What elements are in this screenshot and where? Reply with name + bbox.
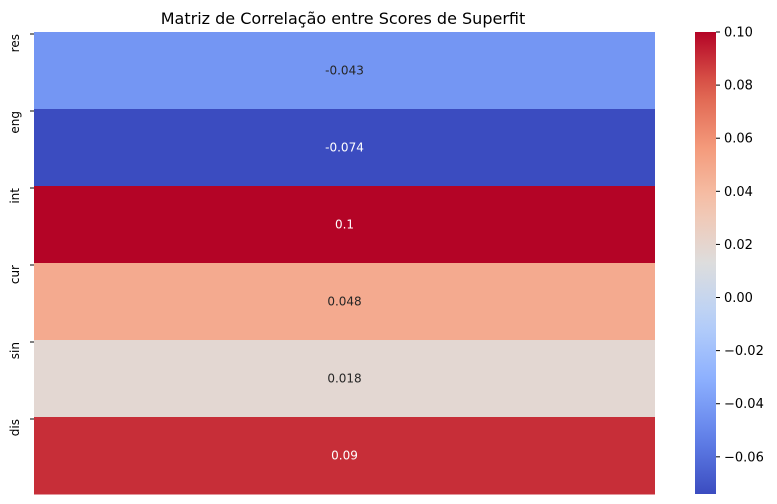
colorbar-tick-label: −0.02 (724, 344, 764, 359)
cell-value-label: 0.09 (331, 449, 358, 463)
row-tick-label-eng: eng (8, 111, 22, 134)
cell-value-label: 0.018 (327, 372, 361, 386)
colorbar-ticks: 0.10 0.08 0.06 0.04 0.02 0.00 −0.02 −0.04 −0.06 (716, 26, 764, 465)
colorbar-tick-label: 0.08 (724, 79, 753, 94)
colorbar-tick-label: 0.02 (724, 238, 753, 253)
chart-title: Matriz de Correlação entre Scores de Sup… (161, 9, 526, 28)
heatmap-cell-cur (34, 263, 655, 341)
row-tick-label-int: int (8, 188, 22, 204)
colorbar-tick-label: 0.06 (724, 132, 753, 147)
row-tick-label-dis: dis (8, 419, 22, 436)
heatmap-cell-dis (34, 417, 655, 495)
heatmap-cell-eng (34, 109, 655, 187)
colorbar-tick-label: −0.06 (724, 450, 764, 465)
heatmap-cell-res (34, 32, 655, 110)
row-tick-label-sin: sin (8, 342, 22, 359)
cell-value-label: 0.048 (327, 295, 361, 309)
cell-value-label: -0.043 (325, 64, 364, 78)
heatmap-cell-sin (34, 340, 655, 418)
cell-value-label: -0.074 (325, 141, 364, 155)
colorbar-tick-label: 0.10 (724, 26, 753, 41)
row-tick-labels: res eng int cur sin dis (8, 33, 34, 436)
heatmap-cells: -0.043 -0.074 0.1 0.048 0.018 0.09 (34, 32, 655, 495)
colorbar-tick-label: −0.04 (724, 397, 764, 412)
cell-value-label: 0.1 (335, 218, 354, 232)
colorbar-tick-label: 0.04 (724, 185, 753, 200)
row-tick-label-res: res (8, 34, 22, 52)
colorbar-tick-label: 0.00 (724, 291, 753, 306)
heatmap-cell-int (34, 186, 655, 264)
colorbar: 0.10 0.08 0.06 0.04 0.02 0.00 −0.02 −0.04 −0.06 (695, 26, 764, 494)
row-tick-label-cur: cur (8, 265, 22, 284)
colorbar-gradient (695, 32, 716, 494)
